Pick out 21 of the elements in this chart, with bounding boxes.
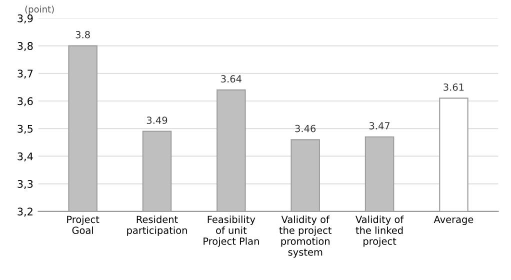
y-tick-label: 3,4 [18,152,33,162]
y-tick-label: 3,9 [18,14,33,24]
data-label: 3.64 [221,75,242,83]
x-tick-label: Validity of the project promotion system [279,216,332,258]
y-tick-label: 3,5 [18,124,33,134]
y-axis-title: (point) [25,6,54,14]
x-tick-label: Validity of the linked project [356,216,404,247]
y-tick-label: 3,3 [18,180,33,189]
data-label: 3.61 [444,83,464,91]
y-tick-label: 3,2 [18,208,32,217]
y-tick-label: 3,7 [18,70,33,79]
y-tick-label: 3,8 [18,42,33,51]
data-label: 3.8 [76,31,90,38]
x-tick-label: Project Goal [67,216,100,234]
x-tick-label: Average [434,216,474,225]
y-tick-label: 3,6 [18,97,33,106]
data-label: 3.47 [369,122,390,130]
data-label: 3.49 [146,116,168,124]
x-tick-label: Resident participation [127,216,187,236]
data-label: 3.46 [295,124,316,132]
x-tick-label: Feasibility of unit Project Plan [204,216,259,247]
